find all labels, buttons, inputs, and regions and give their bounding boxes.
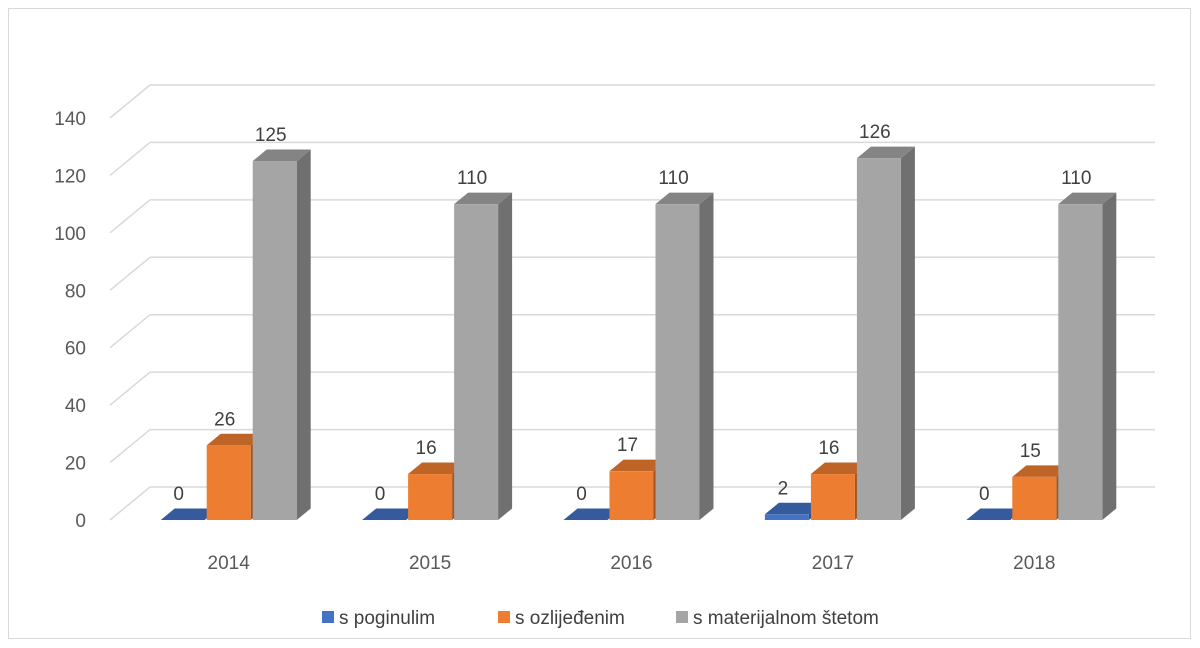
data-label: 0 bbox=[173, 484, 184, 505]
y-tick-label: 80 bbox=[65, 281, 86, 302]
data-labels: 0 26 125 0 16 110 0 17 110 2 16 126 0 15 110 bbox=[173, 122, 1091, 505]
y-tick-label: 140 bbox=[54, 109, 86, 130]
bar bbox=[856, 158, 901, 520]
chart-frame bbox=[8, 8, 1191, 639]
data-label: 26 bbox=[214, 409, 235, 430]
data-label: 0 bbox=[375, 484, 386, 505]
data-label: 16 bbox=[818, 438, 839, 459]
x-axis-ticks: 2014 2015 2016 2017 2018 bbox=[208, 553, 1056, 574]
bar-top bbox=[1058, 192, 1117, 205]
data-label: 110 bbox=[457, 168, 487, 189]
data-label: 2 bbox=[778, 478, 789, 499]
y-tick-label: 120 bbox=[54, 166, 86, 187]
legend-swatch bbox=[498, 611, 510, 623]
data-label: 126 bbox=[859, 122, 891, 143]
bar-top bbox=[966, 508, 1025, 520]
bar-top bbox=[206, 433, 265, 446]
legend-label: s ozlijeđenim bbox=[515, 608, 625, 629]
bar bbox=[252, 161, 297, 521]
data-label: 15 bbox=[1020, 441, 1041, 462]
y-tick-label: 0 bbox=[75, 511, 86, 532]
legend: s poginulim s ozlijeđenim s materijalnom š… bbox=[322, 608, 879, 629]
gridline-depth bbox=[109, 199, 151, 234]
bar-top bbox=[609, 459, 668, 472]
bar-top bbox=[563, 508, 622, 520]
bar-side bbox=[498, 192, 513, 521]
data-label: 17 bbox=[617, 435, 638, 456]
x-tick-label: 2018 bbox=[1013, 553, 1055, 574]
gridline-depth bbox=[109, 486, 151, 521]
x-tick-label: 2016 bbox=[610, 553, 652, 574]
bar bbox=[206, 445, 251, 520]
bar-side bbox=[900, 146, 915, 520]
bar-side bbox=[1102, 192, 1117, 521]
gridline-depth bbox=[109, 256, 151, 291]
data-label: 16 bbox=[416, 438, 437, 459]
bar bbox=[1012, 476, 1057, 520]
gridline-depth bbox=[109, 428, 151, 464]
bar-top bbox=[764, 502, 823, 515]
x-tick-label: 2015 bbox=[409, 553, 451, 574]
bar bbox=[454, 204, 499, 520]
bar bbox=[764, 514, 809, 520]
bar bbox=[408, 474, 453, 520]
data-label: 0 bbox=[979, 484, 990, 505]
bar-side bbox=[699, 192, 714, 521]
legend-swatch bbox=[322, 611, 334, 623]
y-axis-ticks: 0 20 40 60 80 100 120 140 bbox=[54, 109, 86, 532]
bars bbox=[160, 146, 1117, 521]
data-label: 125 bbox=[255, 125, 287, 146]
gridline-depth bbox=[109, 84, 151, 119]
bar bbox=[655, 204, 700, 520]
bar bbox=[609, 471, 654, 520]
bar-side bbox=[296, 149, 311, 520]
gridline-depth bbox=[109, 314, 151, 349]
bar-top bbox=[856, 146, 915, 159]
legend-label: s poginulim bbox=[339, 608, 435, 629]
y-tick-label: 60 bbox=[65, 339, 86, 360]
y-tick-label: 20 bbox=[65, 454, 86, 475]
bar-top bbox=[810, 462, 869, 475]
legend-swatch bbox=[676, 611, 688, 623]
y-tick-label: 100 bbox=[54, 224, 86, 245]
x-tick-label: 2017 bbox=[812, 553, 854, 574]
gridline-depth bbox=[109, 371, 151, 406]
data-label: 0 bbox=[576, 484, 587, 505]
legend-label: s materijalnom štetom bbox=[693, 608, 879, 629]
bar-top bbox=[454, 192, 513, 205]
x-tick-label: 2014 bbox=[208, 553, 251, 574]
bar-top bbox=[362, 508, 421, 520]
gridline-depth bbox=[109, 141, 151, 177]
bar-top bbox=[655, 192, 714, 205]
bar-top bbox=[1012, 465, 1071, 477]
bar bbox=[1058, 204, 1103, 520]
gridlines bbox=[109, 84, 1155, 521]
data-label: 110 bbox=[1061, 168, 1091, 189]
bar-top bbox=[252, 149, 311, 162]
bar bbox=[810, 474, 855, 520]
bar-top bbox=[408, 462, 467, 475]
data-label: 110 bbox=[658, 168, 688, 189]
bar-top bbox=[160, 508, 219, 520]
y-tick-label: 40 bbox=[65, 396, 86, 417]
